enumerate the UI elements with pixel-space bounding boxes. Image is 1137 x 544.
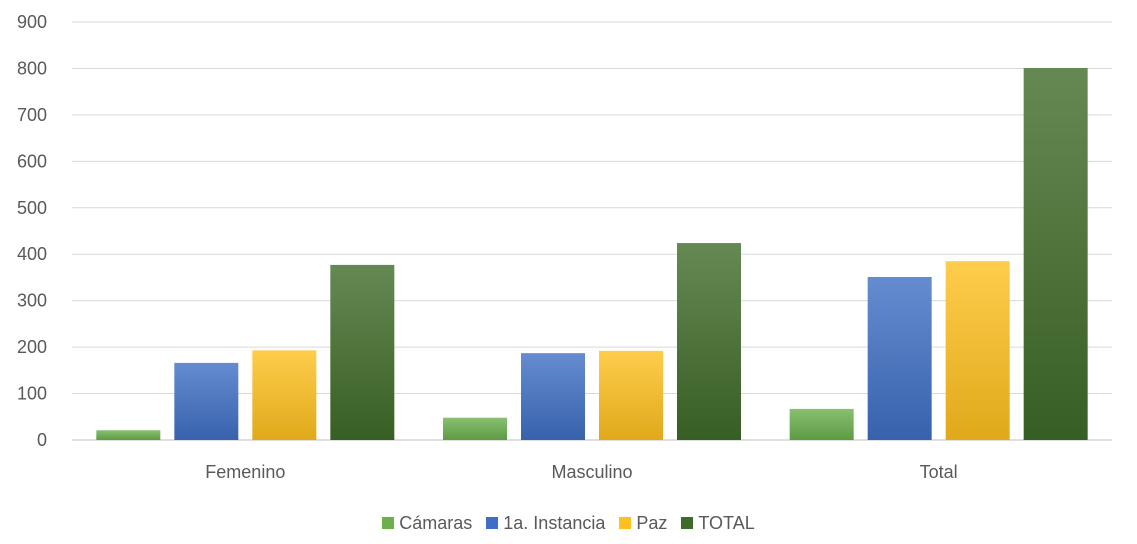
y-tick-label: 0 bbox=[37, 430, 47, 450]
y-tick-label: 300 bbox=[17, 291, 47, 311]
legend-swatch bbox=[382, 517, 395, 529]
y-tick-label: 500 bbox=[17, 198, 47, 218]
legend-label: TOTAL bbox=[698, 512, 755, 533]
legend-swatch bbox=[486, 517, 499, 529]
y-tick-label: 100 bbox=[17, 384, 47, 404]
bar-masculino-0 bbox=[443, 417, 507, 440]
legend-label: Paz bbox=[636, 512, 668, 533]
y-tick-label: 700 bbox=[17, 105, 47, 125]
bar-femenino-1 bbox=[174, 362, 239, 440]
legend-item: Cámaras bbox=[382, 513, 472, 534]
legend-item: Paz bbox=[619, 513, 667, 534]
bar-total-0 bbox=[789, 408, 854, 440]
bar-femenino-3 bbox=[330, 264, 395, 440]
y-tick-label: 600 bbox=[17, 151, 47, 171]
bar-total-1 bbox=[867, 276, 932, 440]
bar-total-3 bbox=[1023, 67, 1088, 440]
y-tick-label: 800 bbox=[17, 58, 47, 78]
legend-label: 1a. Instancia bbox=[503, 512, 606, 533]
bar-total-2 bbox=[945, 261, 1010, 440]
legend-swatch bbox=[681, 517, 694, 529]
gridlines bbox=[72, 21, 1112, 441]
bar-femenino-2 bbox=[252, 350, 317, 440]
x-tick-label: Femenino bbox=[205, 462, 285, 482]
y-tick-label: 200 bbox=[17, 337, 47, 357]
y-tick-label: 900 bbox=[17, 12, 47, 32]
x-axis-tick-labels: Femenino Masculino Total bbox=[205, 462, 957, 482]
x-tick-label: Masculino bbox=[551, 462, 632, 482]
bar-masculino-3 bbox=[677, 243, 741, 440]
y-tick-label: 400 bbox=[17, 244, 47, 264]
bar-femenino-0 bbox=[96, 430, 161, 440]
bars bbox=[96, 67, 1088, 440]
x-tick-label: Total bbox=[920, 462, 958, 482]
bar-masculino-1 bbox=[521, 353, 585, 440]
legend-swatch bbox=[619, 517, 632, 529]
legend: Cámaras 1a. Instancia Paz TOTAL bbox=[0, 510, 1137, 536]
y-axis-tick-labels: 0 100 200 300 400 500 600 700 800 900 bbox=[17, 12, 47, 450]
bar-masculino-2 bbox=[599, 350, 663, 440]
legend-item: TOTAL bbox=[681, 512, 755, 534]
legend-item: 1a. Instancia bbox=[486, 513, 605, 534]
legend-label: Cámaras bbox=[399, 512, 473, 533]
